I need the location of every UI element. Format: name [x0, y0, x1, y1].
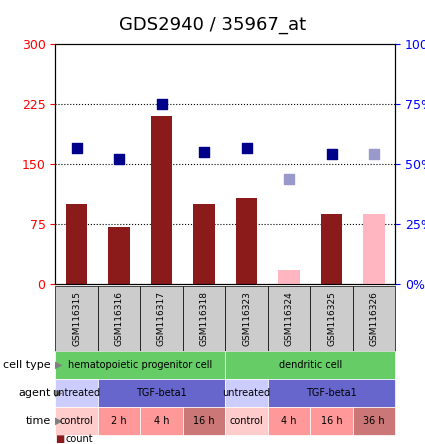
- Point: [328, 151, 335, 158]
- Text: time: time: [26, 416, 51, 426]
- Text: GSM116325: GSM116325: [327, 291, 336, 346]
- Text: untreated: untreated: [222, 388, 271, 398]
- Bar: [193, 204, 215, 284]
- Text: ▶: ▶: [55, 416, 63, 426]
- Text: cell type: cell type: [3, 360, 51, 370]
- Text: 16 h: 16 h: [193, 416, 215, 426]
- Point: [243, 145, 250, 152]
- Point: [116, 155, 122, 162]
- Bar: [363, 214, 385, 284]
- Text: 4 h: 4 h: [281, 416, 297, 426]
- Point: [286, 175, 292, 182]
- Bar: [321, 214, 342, 284]
- Point: [158, 101, 165, 108]
- Point: [201, 149, 207, 156]
- Text: GSM116324: GSM116324: [284, 291, 294, 346]
- Text: count: count: [66, 434, 94, 444]
- Text: GSM116317: GSM116317: [157, 291, 166, 346]
- Text: GSM116316: GSM116316: [114, 291, 124, 346]
- Text: 16 h: 16 h: [321, 416, 342, 426]
- Text: dendritic cell: dendritic cell: [279, 360, 342, 370]
- Text: TGF-beta1: TGF-beta1: [306, 388, 357, 398]
- Text: GSM116323: GSM116323: [242, 291, 251, 346]
- Text: ▶: ▶: [55, 388, 63, 398]
- Text: ■: ■: [55, 434, 65, 444]
- Bar: [151, 116, 172, 284]
- Text: agent: agent: [19, 388, 51, 398]
- Point: [371, 151, 377, 158]
- Text: hematopoietic progenitor cell: hematopoietic progenitor cell: [68, 360, 212, 370]
- Point: [73, 145, 80, 152]
- Text: GSM116326: GSM116326: [369, 291, 379, 346]
- Bar: [108, 226, 130, 284]
- Text: GSM116318: GSM116318: [199, 291, 209, 346]
- Text: 4 h: 4 h: [154, 416, 169, 426]
- Text: ▶: ▶: [55, 360, 63, 370]
- Text: control: control: [60, 416, 94, 426]
- Bar: [236, 198, 257, 284]
- Text: untreated: untreated: [52, 388, 101, 398]
- Text: 36 h: 36 h: [363, 416, 385, 426]
- Bar: [278, 270, 300, 284]
- Text: control: control: [230, 416, 264, 426]
- Bar: [66, 204, 87, 284]
- Text: GDS2940 / 35967_at: GDS2940 / 35967_at: [119, 16, 306, 34]
- Text: TGF-beta1: TGF-beta1: [136, 388, 187, 398]
- Text: GSM116315: GSM116315: [72, 291, 81, 346]
- Text: 2 h: 2 h: [111, 416, 127, 426]
